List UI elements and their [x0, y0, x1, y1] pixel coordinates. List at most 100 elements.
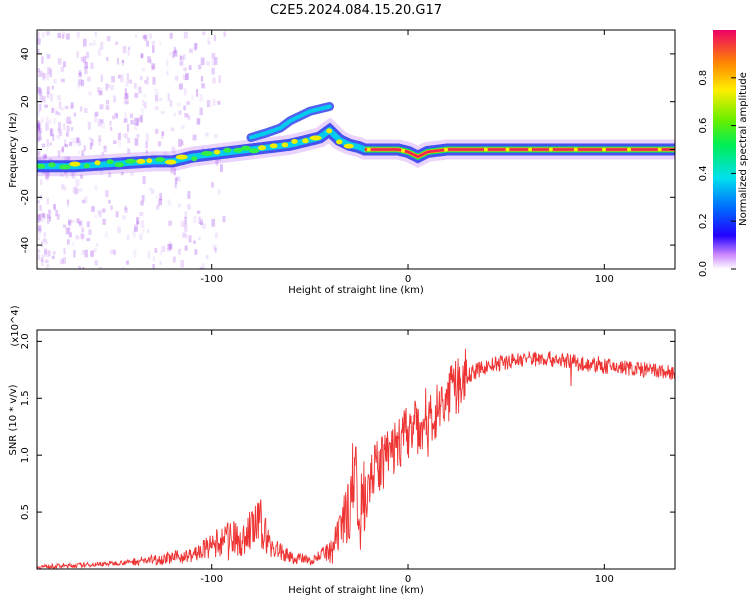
noise-speckle: [57, 150, 61, 158]
noise-speckle: [98, 90, 103, 96]
noise-speckle: [173, 46, 177, 54]
noise-speckle: [207, 37, 210, 45]
noise-speckle: [196, 118, 201, 125]
colorbar-gradient: [713, 30, 736, 269]
noise-speckle: [140, 76, 143, 81]
ridge-blob: [233, 147, 243, 153]
noise-speckle: [64, 105, 69, 110]
noise-speckle: [64, 143, 68, 148]
noise-speckle: [101, 122, 105, 129]
noise-speckle: [68, 219, 72, 226]
noise-speckle: [214, 133, 218, 139]
noise-speckle: [115, 41, 118, 45]
noise-speckle: [88, 91, 92, 96]
noise-speckle: [215, 158, 219, 166]
noise-speckle: [88, 229, 92, 235]
noise-speckle: [39, 213, 43, 222]
noise-speckle: [182, 74, 186, 80]
noise-speckle: [86, 237, 91, 242]
noise-speckle: [202, 31, 206, 35]
noise-speckle: [109, 249, 114, 255]
noise-speckle: [121, 267, 125, 269]
noise-speckle: [218, 75, 221, 84]
noise-speckle: [48, 216, 52, 222]
noise-speckle: [123, 118, 128, 123]
noise-speckle: [192, 134, 197, 141]
noise-speckle: [46, 86, 50, 95]
noise-speckle: [37, 138, 41, 143]
noise-speckle: [133, 249, 137, 258]
tone-dot: [573, 147, 578, 152]
noise-speckle: [144, 102, 147, 109]
spectrogram-panel: -100 0 100 -40 -20 0 20 40 Height of straight …: [8, 29, 676, 296]
noise-speckle: [152, 256, 155, 262]
noise-speckle: [118, 141, 122, 147]
noise-speckle: [60, 78, 65, 83]
noise-speckle: [52, 134, 55, 141]
noise-speckle: [170, 127, 175, 132]
noise-speckle: [52, 251, 56, 255]
noise-speckle: [214, 232, 218, 239]
noise-speckle: [187, 204, 191, 210]
noise-speckle: [142, 176, 146, 185]
noise-speckle: [84, 61, 89, 69]
noise-speckle: [179, 56, 184, 61]
noise-speckle: [37, 135, 41, 140]
noise-speckle: [49, 128, 53, 136]
noise-speckle: [110, 84, 115, 91]
noise-speckle: [145, 140, 149, 149]
noise-speckle: [38, 225, 42, 232]
noise-speckle: [176, 102, 181, 107]
noise-speckle: [213, 57, 218, 65]
tone-dot: [528, 147, 533, 152]
noise-speckle: [62, 257, 66, 264]
x-tick-label: 0: [405, 574, 411, 585]
noise-speckle: [43, 231, 46, 238]
noise-speckle: [97, 48, 102, 56]
ridge-blob: [240, 145, 251, 151]
noise-speckle: [55, 111, 59, 115]
noise-speckle: [91, 138, 94, 147]
noise-speckle: [127, 48, 130, 57]
noise-speckle: [214, 157, 219, 164]
noise-speckle: [63, 123, 66, 131]
noise-speckle: [99, 41, 104, 50]
noise-speckle: [75, 218, 79, 224]
noise-speckle: [51, 107, 54, 113]
noise-speckle: [124, 205, 127, 211]
noise-speckle: [61, 148, 65, 154]
noise-speckle: [90, 62, 94, 69]
noise-speckle: [71, 127, 74, 131]
noise-speckle: [126, 234, 130, 241]
noise-speckle: [40, 255, 44, 259]
noise-speckle: [76, 136, 80, 142]
ridge-blob: [155, 157, 166, 163]
noise-speckle: [188, 235, 192, 243]
noise-speckle: [174, 183, 177, 188]
x-tick-label: -100: [200, 574, 223, 585]
noise-speckle: [170, 166, 173, 174]
noise-speckle: [175, 176, 178, 181]
noise-speckle: [105, 83, 108, 91]
noise-speckle: [180, 260, 185, 268]
noise-speckle: [70, 172, 74, 177]
noise-speckle: [48, 73, 52, 78]
noise-speckle: [124, 133, 128, 139]
noise-speckle: [59, 173, 64, 177]
noise-speckle: [37, 227, 42, 235]
noise-speckle: [140, 200, 144, 206]
tone-dot: [366, 147, 371, 152]
noise-speckle: [60, 66, 64, 72]
noise-speckle: [91, 206, 95, 212]
noise-speckle: [76, 51, 79, 58]
colorbar-label: Normalized spectral amplitude: [738, 72, 749, 226]
noise-speckle: [134, 117, 138, 126]
noise-speckle: [117, 132, 121, 141]
noise-speckle: [67, 227, 71, 233]
noise-speckle: [66, 199, 69, 205]
noise-speckle: [112, 95, 117, 103]
noise-speckle: [63, 139, 67, 147]
ridge-blob: [223, 147, 232, 153]
noise-speckle: [77, 140, 82, 146]
noise-speckle: [73, 250, 76, 258]
